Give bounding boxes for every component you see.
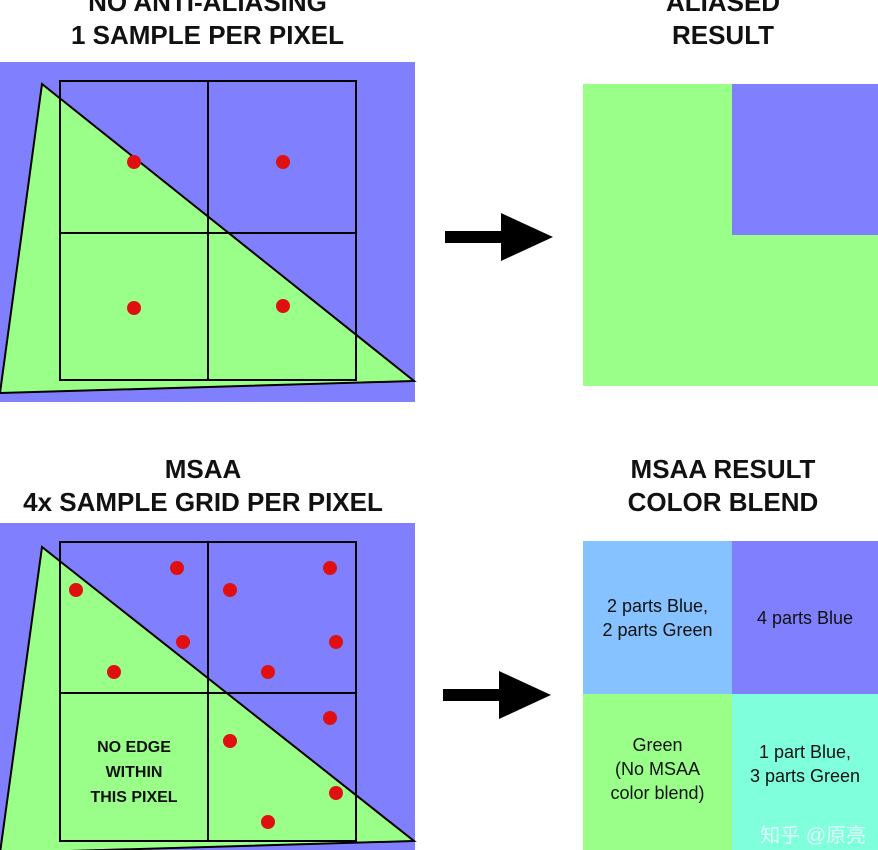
aliased-result-title-line2: RESULT [671, 20, 775, 50]
blend-cell-top-right-label: 4 parts Blue [732, 541, 878, 694]
blend-br-line1: 1 part Blue, [758, 742, 852, 762]
no-edge-label-line1: NO EDGE [97, 739, 171, 756]
aliased-result-title-line1: ALIASED [665, 0, 781, 17]
msaa-title: MSAA 4x SAMPLE GRID PER PIXEL [0, 453, 418, 519]
sample-dot [323, 711, 337, 725]
blend-cell-light-blue [583, 541, 732, 694]
blend-br-line2: 3 parts Green [749, 766, 861, 786]
msaa-result-title: MSAA RESULT COLOR BLEND [583, 453, 863, 519]
blend-cell-blue [732, 541, 878, 694]
blend-tl-line2: 2 parts Green [602, 619, 713, 640]
no-aa-title-line2: 1 SAMPLE PER PIXEL [70, 20, 345, 50]
no-aa-title: NO ANTI-ALIASING 1 SAMPLE PER PIXEL [0, 0, 415, 52]
blend-tr-line1: 4 parts Blue [756, 607, 854, 628]
sample-dot [261, 815, 275, 829]
sample-dot [223, 734, 237, 748]
aliased-result-diagram [583, 84, 878, 386]
sample-dot [223, 583, 237, 597]
aliased-result-title: ALIASED RESULT [583, 0, 863, 52]
sample-dot [323, 561, 337, 575]
blend-cell-bottom-right-label: 1 part Blue, 3 parts Green [732, 694, 878, 834]
no-edge-label-line2: WITHIN [105, 764, 163, 781]
blend-cell-cyan [732, 694, 878, 850]
right-arrow-icon [445, 213, 553, 261]
sample-dot [329, 635, 343, 649]
sample-dot [329, 786, 343, 800]
blend-bl-line2: (No MSAA [614, 759, 701, 779]
right-arrow-icon [443, 671, 551, 719]
no-edge-label-line3: THIS PIXEL [90, 789, 178, 806]
sample-dot [127, 301, 141, 315]
msaa-title-line2: 4x SAMPLE GRID PER PIXEL [23, 487, 383, 517]
aliased-blue-pixel [732, 84, 878, 235]
msaa-title-line1: MSAA [164, 454, 242, 484]
sample-dot [107, 665, 121, 679]
sample-dot [176, 635, 190, 649]
blend-bl-line3: color blend) [610, 783, 705, 803]
sample-dot [170, 561, 184, 575]
blend-cell-top-left-label: 2 parts Blue, 2 parts Green [583, 541, 732, 694]
msaa-result-title-line2: COLOR BLEND [627, 487, 819, 517]
no-aa-title-line1: NO ANTI-ALIASING [88, 0, 327, 17]
blend-bl-line1: Green [632, 735, 683, 755]
blend-cell-green [583, 694, 732, 850]
sample-dot [276, 299, 290, 313]
sample-dot [276, 155, 290, 169]
watermark: 知乎 @原亮 [760, 825, 866, 847]
msaa-result-title-line1: MSAA RESULT [630, 454, 816, 484]
blend-cell-bottom-left-label: Green (No MSAA color blend) [583, 694, 732, 844]
sample-dot [261, 665, 275, 679]
sample-dot [69, 583, 83, 597]
msaa-result-diagram [583, 541, 878, 850]
no-aa-sample-diagram [0, 62, 417, 402]
msaa-sample-diagram [0, 523, 417, 850]
sample-dot [127, 155, 141, 169]
blend-tl-line1: 2 parts Blue, [606, 595, 709, 616]
no-edge-label: NO EDGE WITHIN THIS PIXEL [60, 735, 208, 810]
